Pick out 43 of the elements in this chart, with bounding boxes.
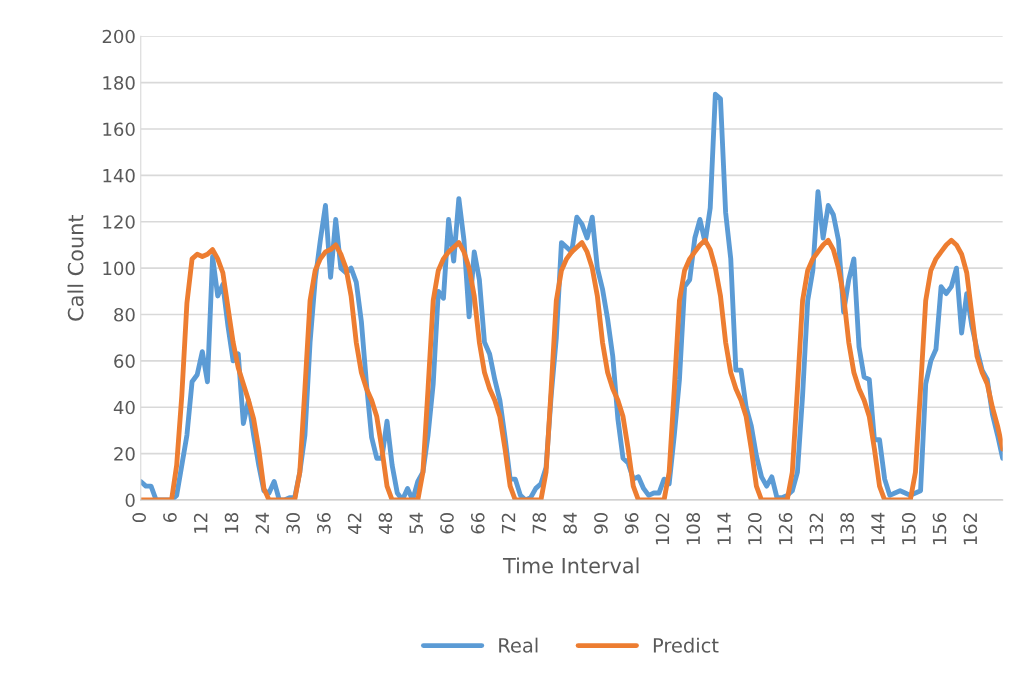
x-tick-label: 12 — [193, 513, 208, 533]
x-tick-label: 66 — [470, 512, 485, 534]
x-tick-label: 120 — [747, 513, 762, 545]
x-tick-label: 72 — [501, 513, 516, 534]
x-tick-label: 18 — [224, 513, 239, 533]
x-tick-label: 60 — [440, 513, 454, 534]
x-tick-label: 114 — [717, 512, 731, 545]
x-tick-label: 90 — [594, 513, 608, 534]
x-tick-label: 138 — [840, 513, 854, 545]
x-tick-label: 132 — [809, 513, 824, 545]
x-tick-label: 54 — [409, 512, 424, 534]
y-tick-label: 20 — [114, 447, 135, 461]
x-tick-label: 102 — [655, 513, 670, 545]
y-tick-label: 180 — [103, 76, 135, 90]
y-tick-label: 80 — [114, 307, 135, 322]
x-tick-label: 30 — [286, 513, 300, 534]
x-tick-label: 78 — [532, 513, 547, 534]
y-tick-label: 160 — [103, 122, 135, 137]
x-tick-label: 6 — [163, 512, 177, 523]
x-tick-label: 108 — [686, 513, 701, 545]
y-tick-label: 100 — [103, 261, 135, 276]
x-tick-label: 36 — [317, 512, 331, 534]
x-tick-label: 48 — [378, 513, 393, 534]
legend-label: Real — [499, 637, 538, 653]
y-tick-label: 140 — [103, 168, 135, 183]
y-tick-label: 60 — [114, 354, 135, 368]
x-tick-label: 96 — [624, 512, 639, 534]
x-tick-label: 156 — [932, 512, 947, 545]
legend-label: Predict — [653, 637, 719, 653]
x-tick-label: 126 — [778, 512, 793, 545]
x-tick-label: 0 — [132, 513, 146, 523]
y-tick-label: 120 — [103, 215, 135, 229]
x-tick-label: 162 — [963, 513, 978, 545]
x-tick-label: 24 — [255, 512, 269, 534]
x-tick-label: 42 — [347, 513, 362, 534]
y-tick-label: 40 — [113, 400, 135, 415]
y-axis-title: Call Count — [67, 214, 84, 321]
x-tick-label: 150 — [901, 513, 916, 545]
y-tick-label: 0 — [125, 493, 135, 508]
y-tick-label: 200 — [102, 29, 135, 44]
x-tick-label: 84 — [563, 512, 577, 534]
x-tick-label: 144 — [871, 512, 885, 545]
x-axis-title: Time Interval — [502, 557, 639, 574]
